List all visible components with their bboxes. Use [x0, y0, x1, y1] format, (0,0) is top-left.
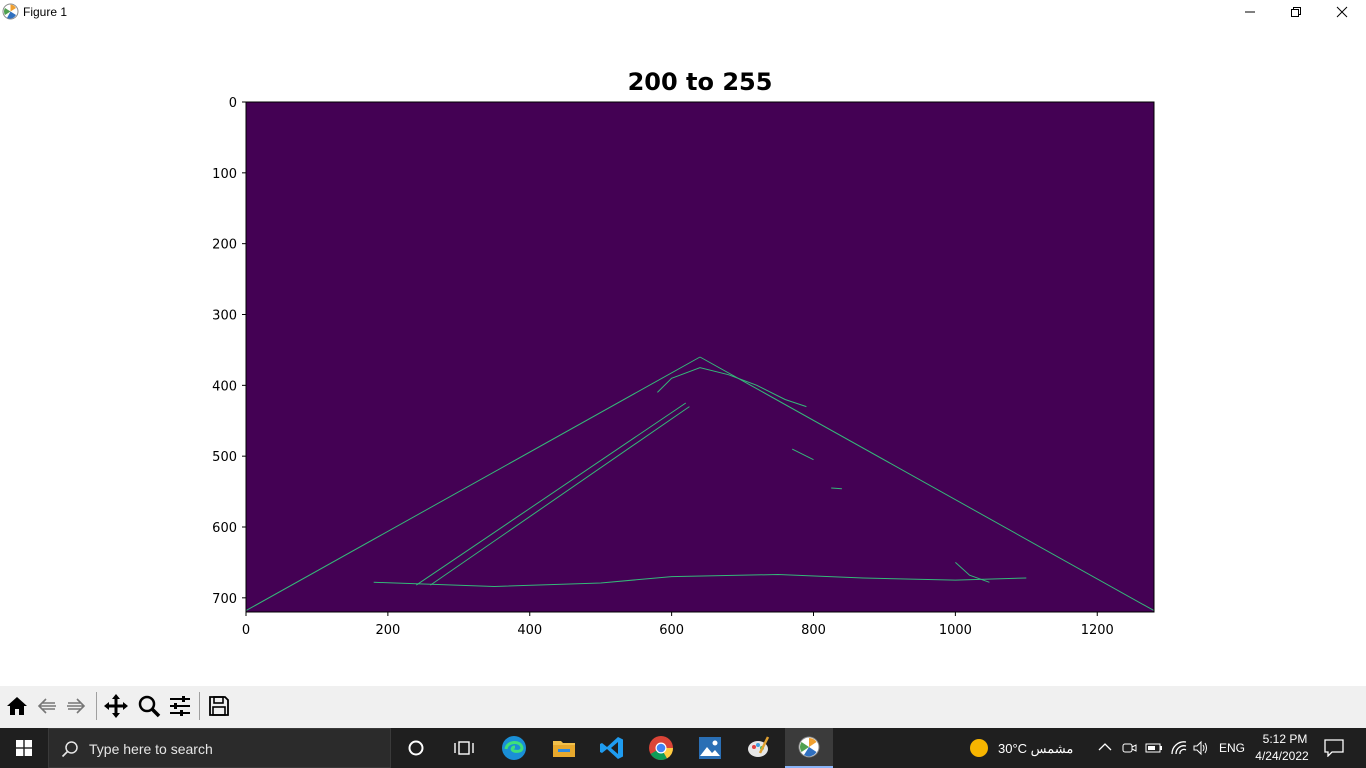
right-lane-marking — [955, 562, 990, 583]
paint-icon — [748, 736, 770, 757]
x-tick-label: 600 — [659, 623, 684, 638]
cortana-icon — [408, 740, 424, 756]
zoom-button[interactable] — [135, 691, 163, 721]
weather-sun-icon — [970, 739, 988, 757]
python-figure-button[interactable] — [785, 728, 833, 768]
hood-line — [373, 573, 1027, 588]
save-button[interactable] — [205, 691, 233, 721]
window-title: Figure 1 — [23, 5, 68, 19]
wifi-icon[interactable] — [1170, 740, 1188, 756]
y-tick-label: 300 — [212, 309, 237, 324]
paint-button[interactable] — [735, 728, 783, 768]
matplotlib-toolbar — [0, 686, 1366, 728]
save-icon — [209, 696, 229, 716]
edge-icon — [502, 736, 526, 760]
search-icon — [61, 741, 78, 758]
x-tick-label: 1000 — [939, 623, 972, 638]
zoom-icon — [138, 695, 161, 718]
windows-logo-icon — [16, 740, 32, 756]
y-tick-label: 0 — [229, 96, 237, 111]
photos-button[interactable] — [686, 728, 734, 768]
chrome-icon — [649, 736, 673, 761]
left-lane-outer — [416, 402, 687, 586]
left-triangle-edge — [245, 356, 701, 612]
dash-1 — [791, 448, 814, 461]
back-button[interactable] — [33, 691, 61, 721]
dash-2 — [831, 487, 842, 490]
plot-title: 200 to 255 — [627, 68, 773, 96]
chevron-up-icon[interactable] — [1098, 742, 1112, 752]
window-titlebar: Figure 1 — [0, 0, 1366, 24]
y-tick-label: 100 — [212, 167, 237, 182]
restore-button[interactable] — [1273, 0, 1319, 24]
cortana-button[interactable] — [392, 728, 440, 768]
restore-icon — [1291, 7, 1301, 17]
close-icon — [1336, 6, 1348, 18]
plot-svg[interactable]: 0 200 400 600 800 1000 1200 0 100 200 300 400 500 600… — [0, 0, 1366, 686]
meet-now-icon[interactable] — [1121, 740, 1137, 756]
photos-icon — [699, 737, 721, 759]
y-tick-label: 200 — [212, 238, 237, 253]
clock-time[interactable]: 5:12 PM — [1262, 732, 1308, 746]
minimize-button[interactable] — [1227, 0, 1273, 24]
file-explorer-button[interactable] — [540, 728, 588, 768]
home-button[interactable] — [3, 691, 31, 721]
close-button[interactable] — [1319, 0, 1365, 24]
file-explorer-icon — [553, 741, 575, 757]
search-placeholder: Type here to search — [89, 741, 213, 757]
axes-frame — [245, 101, 1155, 613]
toolbar-separator — [96, 692, 97, 720]
configure-subplots-button[interactable] — [166, 691, 194, 721]
forward-button[interactable] — [62, 691, 90, 721]
horizon-clutter — [657, 367, 807, 408]
python-figure-icon — [798, 736, 820, 758]
edge-button[interactable] — [490, 728, 538, 768]
y-tick-label: 500 — [212, 450, 237, 465]
y-tick-label: 400 — [212, 379, 237, 394]
x-tick-label: 800 — [801, 623, 826, 638]
matplotlib-app-icon — [2, 3, 19, 20]
taskbar-search-box[interactable]: Type here to search — [48, 728, 391, 768]
notifications-icon[interactable] — [1324, 739, 1344, 757]
input-language[interactable]: ENG — [1219, 741, 1246, 755]
configure-subplots-icon — [170, 696, 190, 716]
minimize-icon — [1245, 11, 1255, 13]
y-tick-label: 600 — [212, 521, 237, 536]
windows-taskbar: Type here to search 30°C مشمس ENG 5:12 P… — [0, 728, 1366, 768]
back-icon — [37, 698, 56, 714]
y-tick-label: 700 — [212, 592, 237, 607]
x-tick-label: 400 — [517, 623, 542, 638]
x-tick-label: 0 — [242, 623, 250, 638]
start-button[interactable] — [0, 728, 48, 768]
weather-text[interactable]: 30°C مشمس — [998, 741, 1074, 756]
vscode-button[interactable] — [588, 728, 636, 768]
left-lane-inner — [430, 406, 690, 586]
x-tick-label: 200 — [375, 623, 400, 638]
forward-icon — [67, 698, 86, 714]
toolbar-separator — [199, 692, 200, 720]
pan-icon — [104, 694, 128, 718]
vscode-icon — [600, 737, 623, 759]
volume-icon[interactable] — [1192, 740, 1210, 756]
x-tick-label: 1200 — [1081, 623, 1114, 638]
clock-date[interactable]: 4/24/2022 — [1255, 749, 1309, 763]
home-icon — [7, 697, 27, 715]
chrome-button[interactable] — [637, 728, 685, 768]
right-triangle-edge — [699, 356, 1155, 612]
battery-icon[interactable] — [1145, 741, 1163, 755]
task-view-icon — [454, 741, 474, 755]
task-view-button[interactable] — [440, 728, 488, 768]
pan-button[interactable] — [102, 691, 130, 721]
